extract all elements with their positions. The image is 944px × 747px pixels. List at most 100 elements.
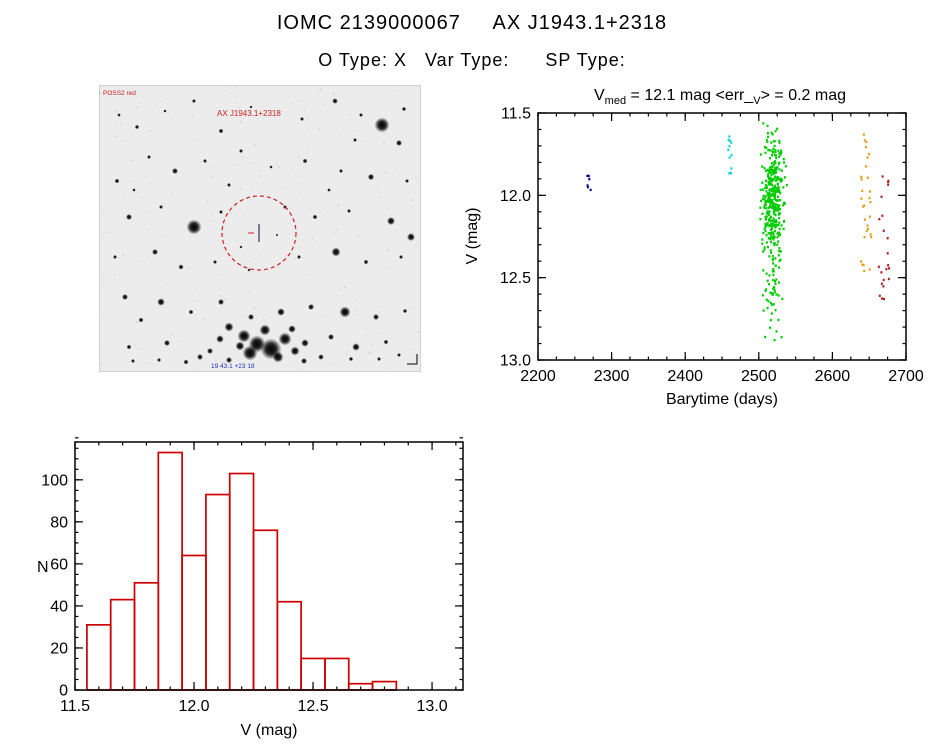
data-point	[869, 200, 872, 204]
data-point	[771, 204, 774, 207]
data-point	[773, 140, 776, 143]
title-med-sub: med	[605, 95, 626, 107]
noise-dot	[274, 221, 276, 222]
data-point	[766, 279, 769, 283]
star	[300, 117, 304, 121]
data-point	[761, 242, 764, 245]
noise-dot	[398, 278, 400, 280]
data-point	[773, 219, 776, 223]
data-point	[770, 240, 773, 244]
data-point	[759, 188, 762, 192]
data-point	[586, 174, 589, 178]
data-point	[770, 188, 773, 191]
noise-dot	[318, 89, 321, 92]
noise-dot	[260, 227, 263, 230]
noise-dot	[409, 170, 412, 173]
noise-dot	[203, 317, 206, 320]
data-point	[773, 160, 776, 163]
noise-dot	[111, 354, 113, 357]
data-point	[782, 220, 785, 223]
data-point	[763, 204, 766, 207]
noise-dot	[115, 135, 119, 139]
noise-dot	[270, 112, 273, 115]
star	[224, 322, 234, 332]
noise-dot	[201, 366, 203, 368]
noise-dot	[361, 229, 364, 231]
light-curve-xlabel: Barytime (days)	[666, 391, 778, 408]
data-point	[775, 206, 778, 209]
noise-dot	[192, 267, 194, 269]
star	[405, 179, 409, 183]
y-tick-label: 11.5	[501, 106, 531, 123]
tick-labels: 11.5 12.0 12.5 13.0 0 20 40 60 80 100	[41, 472, 447, 715]
star	[259, 324, 271, 336]
data-point	[759, 217, 762, 221]
data-point	[771, 225, 774, 228]
noise-dot	[142, 144, 144, 146]
noise-dot	[135, 106, 138, 109]
data-point	[780, 336, 783, 339]
data-point	[763, 197, 766, 201]
data-point	[861, 263, 864, 266]
noise-dot	[389, 208, 391, 210]
data-point	[770, 291, 773, 295]
noise-dot	[391, 290, 394, 293]
data-point	[869, 233, 872, 236]
noise-dot	[335, 228, 338, 231]
noise-dot	[361, 135, 364, 138]
data-point	[770, 251, 773, 254]
noise-dot	[220, 231, 222, 233]
noise-dot	[194, 369, 196, 371]
star	[218, 128, 224, 134]
noise-dot	[193, 139, 196, 142]
noise-dot	[159, 88, 162, 91]
data-point	[778, 216, 781, 220]
data-point	[776, 166, 779, 169]
data-point	[772, 287, 775, 290]
data-point	[763, 206, 766, 209]
noise-dot	[102, 284, 105, 287]
noise-dot	[176, 360, 179, 362]
data-point	[886, 237, 889, 240]
data-point	[769, 194, 772, 198]
noise-dot	[263, 318, 265, 321]
noise-dot	[309, 208, 312, 211]
noise-dot	[122, 139, 125, 142]
data-point	[728, 135, 731, 138]
star	[396, 140, 402, 146]
data-point	[773, 193, 776, 196]
noise-dot	[368, 351, 372, 354]
noise-dot	[352, 314, 355, 316]
star	[164, 340, 170, 346]
star	[327, 188, 331, 192]
noise-dot	[229, 87, 232, 90]
data-point	[769, 205, 772, 208]
title-errv-sub: V	[753, 95, 761, 107]
noise-dot	[374, 222, 377, 225]
data-point	[770, 193, 773, 196]
data-point	[775, 330, 778, 333]
star	[114, 178, 120, 184]
y-tick-label: 13.0	[500, 353, 531, 370]
star	[117, 113, 121, 117]
star	[331, 247, 341, 257]
star	[278, 332, 292, 346]
noise-dot	[382, 141, 386, 144]
noise-dot	[390, 261, 392, 264]
data-point	[771, 231, 774, 234]
star	[172, 168, 178, 174]
noise-dot	[99, 92, 101, 95]
star	[163, 109, 167, 113]
noise-dot	[102, 211, 104, 213]
data-point	[776, 243, 779, 246]
noise-dot	[306, 163, 308, 165]
noise-dot	[119, 121, 123, 125]
finder-star-field	[113, 98, 415, 365]
data-point	[772, 202, 775, 205]
star	[126, 214, 132, 220]
noise-dot	[182, 173, 184, 176]
data-point	[861, 189, 864, 193]
data-point	[778, 231, 781, 234]
data-point	[774, 209, 777, 212]
data-point	[769, 249, 772, 252]
